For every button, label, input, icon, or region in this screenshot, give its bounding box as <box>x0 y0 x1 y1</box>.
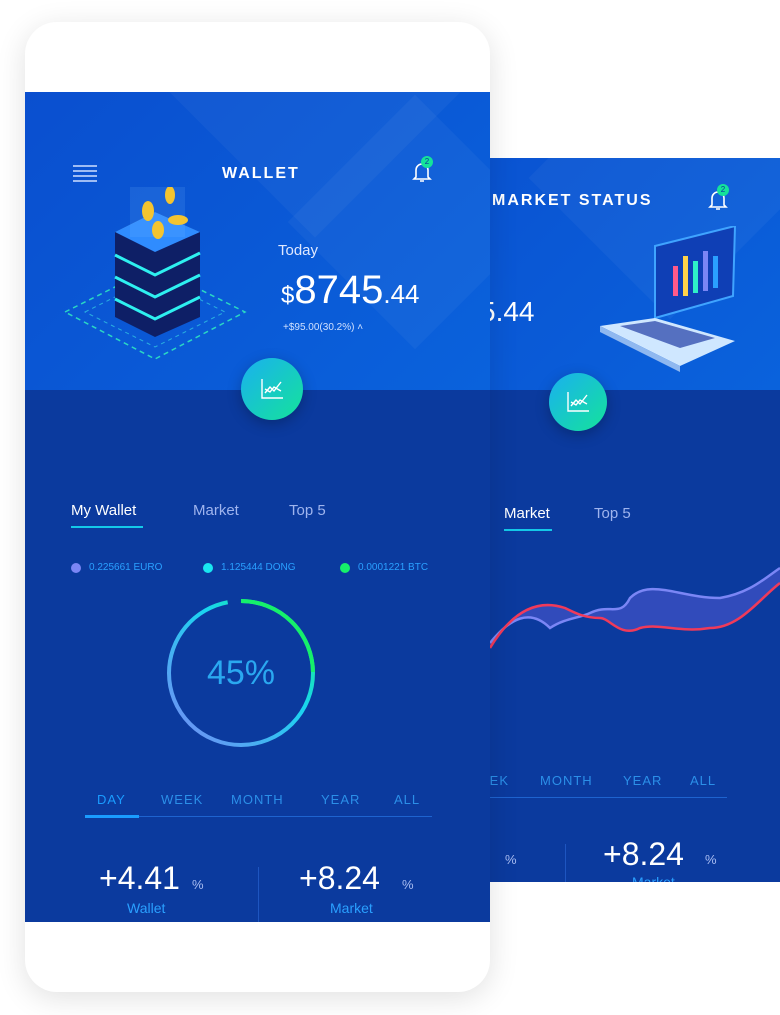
tab-market[interactable]: Market <box>193 502 239 519</box>
market-stat-value: +8.24 <box>603 836 684 872</box>
hamburger-menu-icon <box>73 165 97 182</box>
tab-my-wallet[interactable]: My Wallet <box>71 502 137 519</box>
tab-market[interactable]: Market <box>504 505 550 522</box>
market-stat-label: Market <box>632 874 675 882</box>
wallet-screen: WALLET 2 Today $8745.44 +$95.00(30.2%) ˄… <box>25 92 490 922</box>
market-stat-label: Market <box>330 900 373 916</box>
progress-ring <box>167 599 315 747</box>
stat-unit: % <box>402 877 414 892</box>
wallet-server-illustration <box>63 187 247 360</box>
period-month[interactable]: MONTH <box>540 773 593 788</box>
active-period-indicator <box>85 815 139 818</box>
period-divider <box>480 797 727 798</box>
wallet-stat-value: +4.41 <box>99 860 180 896</box>
period-year[interactable]: YEAR <box>623 773 663 788</box>
notifications-button[interactable]: 2 <box>707 184 729 217</box>
balance-integer: 8745 <box>294 268 384 312</box>
market-line-chart <box>490 566 780 649</box>
period-all[interactable]: ALL <box>394 792 421 807</box>
progress-label: 45% <box>206 654 276 692</box>
legend-euro: 0.225661 EURO <box>71 562 162 573</box>
period-month[interactable]: MONTH <box>231 792 284 807</box>
balance-decimal: .44 <box>383 279 420 309</box>
stat-unit: % <box>505 852 517 867</box>
currency-symbol: $ <box>281 282 295 309</box>
stats-divider <box>565 844 566 882</box>
menu-button[interactable] <box>73 164 97 187</box>
line-chart-icon <box>261 379 283 399</box>
caret-up-icon: ˄ <box>357 322 364 333</box>
stat-unit: % <box>705 852 717 867</box>
period-all[interactable]: ALL <box>690 773 717 788</box>
active-tab-indicator <box>504 529 552 531</box>
phone-frame: WALLET 2 Today $8745.44 +$95.00(30.2%) ˄… <box>25 22 490 992</box>
market-stat-value: +8.24 <box>299 860 380 896</box>
line-chart-icon <box>567 392 589 412</box>
notification-badge: 2 <box>421 156 433 168</box>
page-title: WALLET <box>222 165 300 182</box>
tab-top-5[interactable]: Top 5 <box>594 505 631 522</box>
chart-button[interactable] <box>241 358 303 420</box>
wallet-stat-label: Wallet <box>127 900 166 916</box>
change-text: +$95.00(30.2%) <box>283 322 355 333</box>
period-week[interactable]: WEEK <box>161 792 204 807</box>
tab-top-5[interactable]: Top 5 <box>289 502 326 519</box>
series-line-purple <box>490 566 780 644</box>
legend-btc: 0.0001221 BTC <box>340 562 428 573</box>
stat-unit: % <box>192 877 204 892</box>
stats-divider <box>258 867 259 922</box>
series-line-red <box>490 582 780 649</box>
legend-dong: 1.125444 DONG <box>203 562 296 573</box>
progress-ring-fill <box>167 599 315 747</box>
today-label: Today <box>278 242 319 259</box>
balance-amount: $8745.44 <box>281 268 420 313</box>
active-tab-indicator <box>71 526 143 528</box>
period-divider <box>85 816 432 817</box>
chart-button[interactable] <box>549 373 607 431</box>
notifications-button[interactable]: 2 <box>411 156 433 189</box>
period-day[interactable]: DAY <box>97 792 126 807</box>
laptop-illustration <box>600 226 737 372</box>
header <box>25 92 490 390</box>
page-title: MARKET STATUS <box>492 192 653 209</box>
notification-badge: 2 <box>717 184 729 196</box>
balance-change: +$95.00(30.2%) ˄ <box>283 322 363 333</box>
period-year[interactable]: YEAR <box>321 792 361 807</box>
